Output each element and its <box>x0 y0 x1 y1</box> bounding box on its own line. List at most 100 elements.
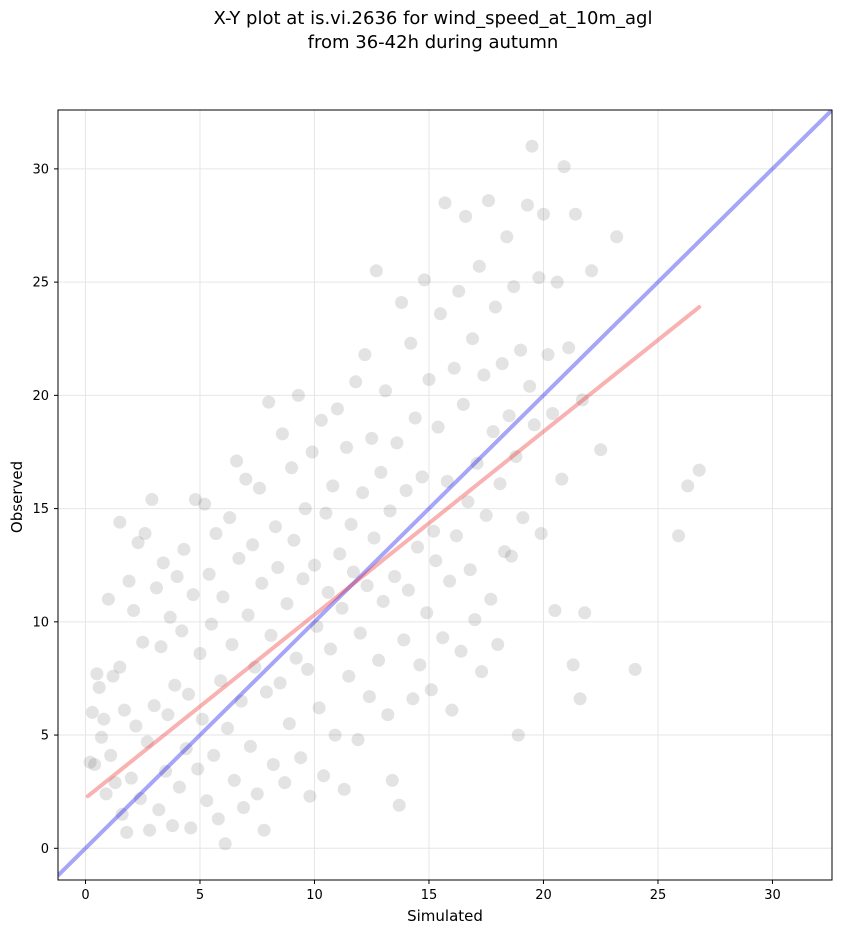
data-point <box>356 486 370 500</box>
data-point <box>610 230 624 244</box>
y-axis-ticks: 0 5 10 15 20 25 30 <box>32 162 58 857</box>
data-point <box>291 388 305 402</box>
data-point <box>575 393 589 407</box>
data-point <box>120 825 134 839</box>
data-point <box>628 662 642 676</box>
data-point <box>534 527 548 540</box>
data-point <box>397 633 411 647</box>
data-point <box>440 474 454 488</box>
data-point <box>388 570 402 583</box>
data-point <box>271 561 285 574</box>
data-point <box>449 529 463 543</box>
data-point <box>493 477 507 491</box>
data-point <box>516 511 530 525</box>
data-point <box>246 538 260 552</box>
x-tick-label: 30 <box>764 888 781 903</box>
data-point <box>454 644 468 658</box>
x-axis-ticks: 0 5 10 15 20 25 30 <box>81 880 781 903</box>
data-point <box>585 264 599 278</box>
data-point <box>537 207 550 221</box>
regression-lines <box>58 110 832 878</box>
scatter-points <box>83 139 706 851</box>
data-point <box>422 373 436 386</box>
data-point <box>333 547 347 561</box>
data-point <box>278 776 292 790</box>
data-point <box>131 536 145 550</box>
plot-area <box>58 110 832 878</box>
data-point <box>475 665 489 679</box>
data-point <box>255 576 269 590</box>
data-point <box>383 504 397 518</box>
data-point <box>495 357 509 371</box>
data-point <box>243 739 257 753</box>
data-point <box>90 667 104 681</box>
data-point <box>436 631 450 645</box>
data-point <box>488 300 502 314</box>
data-point <box>502 409 516 423</box>
data-point <box>140 735 154 749</box>
data-point <box>163 610 177 624</box>
data-point <box>207 748 221 762</box>
data-point <box>312 701 326 715</box>
data-point <box>491 638 505 651</box>
data-point <box>154 640 168 654</box>
data-point <box>555 472 569 486</box>
data-point <box>129 719 143 733</box>
y-tick-label: 20 <box>32 389 49 404</box>
data-point <box>113 515 127 529</box>
data-point <box>257 823 271 837</box>
data-point <box>172 780 186 794</box>
x-tick-label: 15 <box>421 888 438 903</box>
data-point <box>101 592 115 606</box>
data-point <box>264 628 278 642</box>
data-point <box>177 542 191 556</box>
data-point <box>395 296 408 309</box>
data-point <box>289 651 303 665</box>
data-point <box>225 638 239 651</box>
data-point <box>308 558 321 572</box>
data-point <box>106 669 120 683</box>
data-point <box>97 712 111 726</box>
x-tick-label: 0 <box>81 888 89 903</box>
data-point <box>143 823 157 837</box>
y-tick-label: 5 <box>41 729 49 744</box>
data-point <box>239 472 253 486</box>
data-point <box>447 361 461 375</box>
data-point <box>136 635 150 649</box>
data-point <box>127 604 141 617</box>
data-point <box>298 502 312 516</box>
data-point <box>408 411 422 425</box>
data-point <box>241 608 255 622</box>
data-point <box>415 470 429 484</box>
data-point <box>351 733 365 747</box>
data-point <box>360 579 374 593</box>
data-point <box>99 787 113 801</box>
y-tick-label: 15 <box>32 502 49 517</box>
data-point <box>83 755 97 769</box>
grid <box>58 110 832 880</box>
data-point <box>156 556 170 570</box>
data-point <box>335 601 349 615</box>
data-point <box>390 436 404 450</box>
data-point <box>376 594 390 608</box>
data-point <box>145 493 159 506</box>
data-point <box>463 563 477 577</box>
data-point <box>466 332 479 346</box>
data-point <box>504 549 518 563</box>
data-point <box>248 660 262 674</box>
data-point <box>237 801 250 814</box>
data-point <box>520 198 534 212</box>
data-point <box>193 647 207 660</box>
data-point <box>337 782 351 796</box>
data-point <box>115 807 129 821</box>
data-point <box>569 207 582 221</box>
data-point <box>294 751 308 765</box>
data-point <box>301 662 315 676</box>
chart-title-line-2: from 36-42h during autumn <box>308 32 559 53</box>
data-point <box>500 230 514 244</box>
data-point <box>175 624 189 638</box>
data-point <box>108 776 122 790</box>
data-point <box>179 742 193 756</box>
data-point <box>328 728 342 742</box>
data-point <box>362 690 376 704</box>
